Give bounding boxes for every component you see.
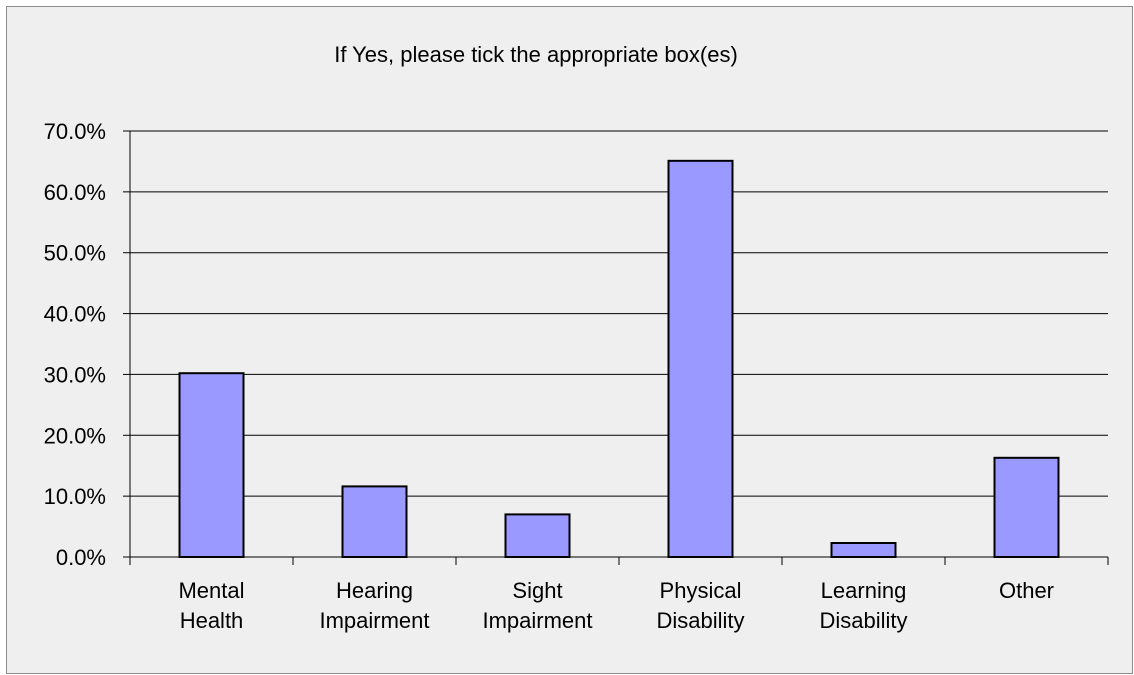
y-tick-label: 30.0% (44, 362, 106, 387)
bar (341, 485, 408, 558)
bars (178, 159, 1060, 559)
x-category-label: Other (999, 578, 1054, 603)
x-category-label: Mental Health (178, 578, 244, 633)
y-tick-label: 40.0% (44, 302, 106, 327)
bar (504, 513, 571, 559)
x-category-label: Hearing Impairment (319, 578, 429, 633)
bar (667, 159, 734, 558)
x-category-label: Physical Disability (656, 578, 744, 633)
y-tick-label: 10.0% (44, 484, 106, 509)
bar (178, 372, 245, 558)
y-tick-label: 70.0% (44, 119, 106, 144)
y-tick-label: 0.0% (56, 545, 106, 570)
bar (830, 542, 897, 559)
chart-title: If Yes, please tick the appropriate box(… (334, 42, 738, 67)
x-category-label: Sight Impairment (482, 578, 592, 633)
y-axis-ticks: 0.0% 10.0% 20.0% 30.0% 40.0% 50.0% 60.0% 70.0% (44, 119, 130, 570)
axes (129, 131, 1109, 565)
x-axis-labels: Mental Health Hearing Impairment Sight Impair… (178, 578, 1054, 633)
bar (993, 456, 1060, 558)
gridlines (130, 130, 1108, 497)
x-category-label: Learning Disability (819, 578, 907, 633)
y-tick-label: 60.0% (44, 180, 106, 205)
y-tick-label: 50.0% (44, 241, 106, 266)
y-tick-label: 20.0% (44, 423, 106, 448)
